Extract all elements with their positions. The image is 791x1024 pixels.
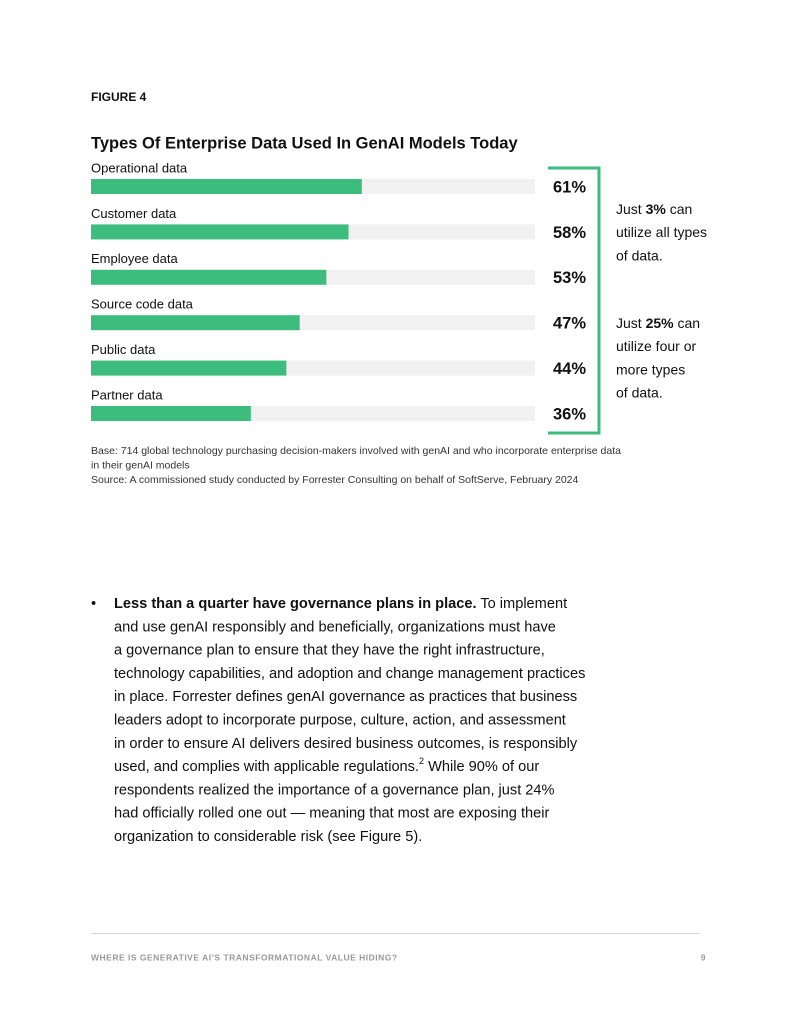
body-line: in order to ensure AI delivers desired b… bbox=[114, 736, 578, 752]
body-line: used, and complies with applicable regul… bbox=[114, 756, 539, 774]
value-label: 44% bbox=[553, 360, 586, 378]
callout-text: Just bbox=[616, 201, 646, 217]
body-text: organization to considerable risk (see F… bbox=[114, 829, 422, 845]
body-line: had officially rolled one out — meaning … bbox=[114, 806, 550, 822]
body-line: a governance plan to ensure that they ha… bbox=[114, 642, 545, 658]
category-label: Customer data bbox=[91, 206, 177, 221]
body-text: leaders adopt to incorporate purpose, cu… bbox=[114, 712, 566, 728]
body-text: While 90% of our bbox=[424, 759, 539, 775]
category-label: Public data bbox=[91, 342, 156, 357]
callout-line: more types bbox=[616, 361, 685, 377]
value-label: 36% bbox=[553, 405, 586, 423]
body-text: in order to ensure AI delivers desired b… bbox=[114, 736, 578, 752]
body-text: and use genAI responsibly and beneficial… bbox=[114, 619, 556, 635]
page-number: 9 bbox=[701, 952, 706, 962]
callout-figure: 25% bbox=[646, 315, 675, 331]
body-line: technology capabilities, and adoption an… bbox=[114, 666, 585, 682]
bracket bbox=[548, 166, 601, 435]
body-text: To implement bbox=[477, 596, 568, 612]
callout-figure: 3% bbox=[646, 201, 667, 217]
value-label: 53% bbox=[553, 269, 586, 287]
body-text: used, and complies with applicable regul… bbox=[114, 759, 419, 775]
callout-text: can bbox=[666, 201, 692, 217]
note: Source: A commissioned study conducted b… bbox=[91, 474, 579, 486]
body-line: respondents realized the importance of a… bbox=[114, 782, 555, 798]
bullet: • bbox=[91, 596, 96, 612]
callout-line: utilize four or bbox=[616, 338, 696, 354]
value-label: 61% bbox=[553, 178, 586, 196]
body-line: organization to considerable risk (see F… bbox=[114, 829, 422, 845]
chart-title: Types Of Enterprise Data Used In GenAI M… bbox=[91, 134, 518, 152]
body-text: had officially rolled one out — meaning … bbox=[114, 806, 550, 822]
category-label: Employee data bbox=[91, 251, 178, 266]
figure-label: FIGURE 4 bbox=[91, 90, 147, 104]
body-lead: Less than a quarter have governance plan… bbox=[114, 596, 477, 612]
body-text: in place. Forrester defines genAI govern… bbox=[114, 689, 577, 705]
bar bbox=[91, 360, 287, 376]
note: in their genAI models bbox=[91, 459, 190, 471]
value-label: 58% bbox=[553, 224, 586, 242]
callout-line: Just 25% can bbox=[616, 315, 700, 331]
body-line: leaders adopt to incorporate purpose, cu… bbox=[114, 712, 566, 728]
body-text: a governance plan to ensure that they ha… bbox=[114, 642, 545, 658]
callout-line: Just 3% can bbox=[616, 201, 692, 217]
body-text: technology capabilities, and adoption an… bbox=[114, 666, 585, 682]
value-label: 47% bbox=[553, 315, 586, 333]
footer-text: WHERE IS GENERATIVE AI’S TRANSFORMATIONA… bbox=[91, 952, 398, 962]
note: Base: 714 global technology purchasing d… bbox=[91, 445, 621, 457]
bar bbox=[91, 406, 251, 421]
callout-line: utilize all types bbox=[616, 224, 707, 240]
callout-line: of data. bbox=[616, 247, 663, 263]
category-label: Source code data bbox=[91, 297, 194, 312]
bar bbox=[91, 269, 327, 285]
category-label: Partner data bbox=[91, 387, 163, 402]
callout-text: can bbox=[674, 315, 700, 331]
category-label: Operational data bbox=[91, 160, 188, 175]
body-line: Less than a quarter have governance plan… bbox=[114, 596, 567, 612]
bar bbox=[91, 224, 349, 240]
body-text: respondents realized the importance of a… bbox=[114, 782, 555, 798]
bar bbox=[91, 179, 362, 194]
footnote-ref: 2 bbox=[419, 756, 424, 766]
callout-line: of data. bbox=[616, 385, 663, 401]
body-line: and use genAI responsibly and beneficial… bbox=[114, 619, 556, 635]
bar bbox=[91, 315, 300, 331]
body-line: in place. Forrester defines genAI govern… bbox=[114, 689, 577, 705]
callout-text: Just bbox=[616, 315, 646, 331]
